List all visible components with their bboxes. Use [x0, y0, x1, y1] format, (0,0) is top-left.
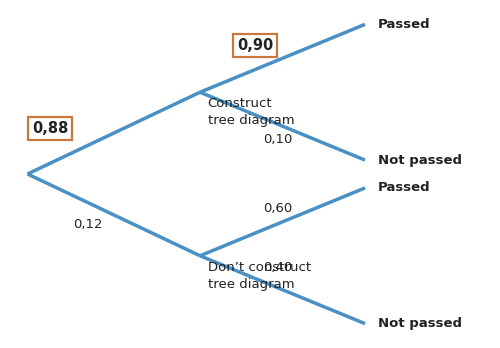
- Text: Passed: Passed: [378, 18, 430, 31]
- Text: 0,12: 0,12: [73, 218, 102, 231]
- Text: 0,88: 0,88: [32, 121, 68, 136]
- Text: 0,40: 0,40: [263, 261, 292, 275]
- Text: Construct
tree diagram: Construct tree diagram: [208, 97, 294, 127]
- Text: 0,10: 0,10: [263, 133, 292, 146]
- Text: Passed: Passed: [378, 181, 430, 195]
- Text: Not passed: Not passed: [378, 317, 462, 330]
- Text: 0,90: 0,90: [237, 38, 273, 53]
- Text: Not passed: Not passed: [378, 153, 462, 167]
- Text: 0,60: 0,60: [263, 202, 292, 215]
- Text: Don’t construct
tree diagram: Don’t construct tree diagram: [208, 261, 310, 291]
